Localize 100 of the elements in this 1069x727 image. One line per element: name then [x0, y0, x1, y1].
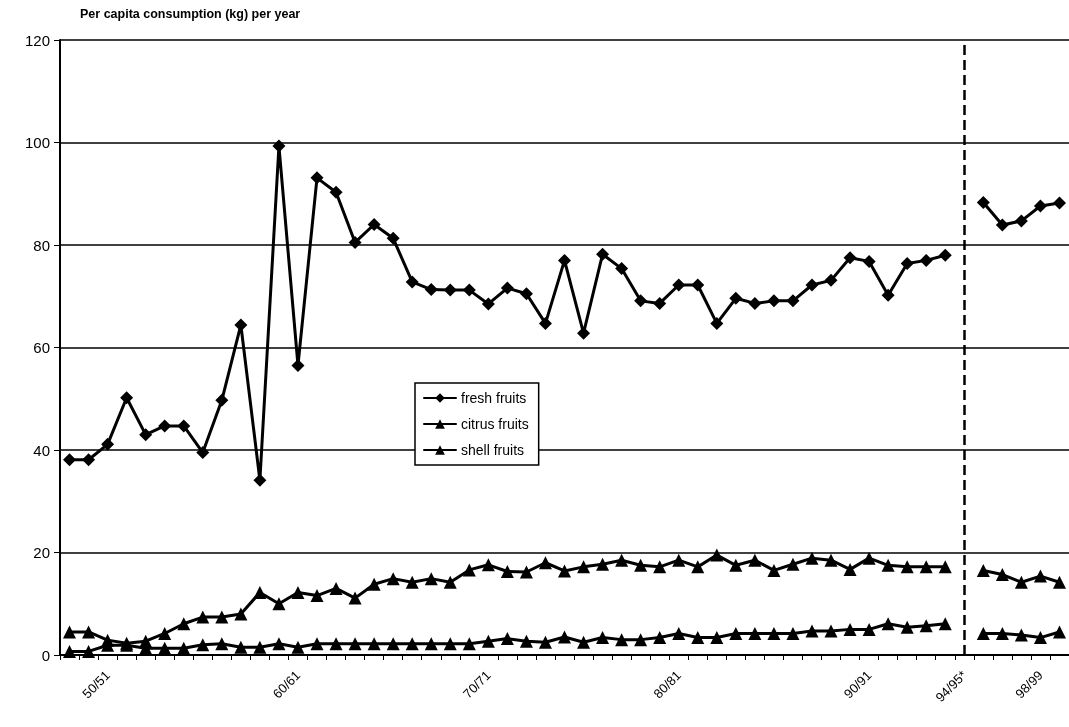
point [862, 622, 876, 636]
point [63, 644, 77, 658]
point [310, 637, 324, 651]
point [348, 637, 362, 651]
point [710, 548, 724, 562]
point [272, 637, 286, 651]
point [1033, 569, 1047, 583]
point [748, 553, 762, 567]
y-tick-label: 100 [24, 134, 50, 151]
point [900, 560, 914, 574]
point [919, 619, 933, 633]
point [995, 218, 1009, 232]
point [672, 553, 686, 567]
point [691, 560, 705, 574]
point [900, 256, 914, 270]
point [215, 610, 229, 624]
point [976, 563, 990, 577]
point [672, 626, 686, 640]
point [1014, 214, 1028, 228]
point [519, 287, 533, 301]
point [462, 563, 476, 577]
point [1033, 199, 1047, 213]
point [234, 318, 248, 332]
point [348, 591, 362, 605]
point [272, 139, 286, 153]
point [786, 626, 800, 640]
point [824, 624, 838, 638]
point [367, 577, 381, 591]
chart-title: Per capita consumption (kg) per year [80, 6, 301, 21]
point [596, 631, 610, 645]
point [843, 562, 857, 576]
point [500, 281, 514, 295]
point [443, 575, 457, 589]
point [881, 617, 895, 631]
point [63, 453, 77, 467]
legend-label: shell fruits [461, 442, 525, 458]
point [462, 283, 476, 297]
point [976, 626, 990, 640]
point [843, 251, 857, 265]
point [1052, 196, 1066, 210]
point [824, 553, 838, 567]
point [82, 644, 96, 658]
point [843, 622, 857, 636]
point [139, 428, 153, 442]
point [348, 235, 362, 249]
point [367, 218, 381, 231]
point [424, 572, 438, 586]
point [538, 316, 552, 330]
point [405, 637, 419, 651]
point [462, 637, 476, 651]
point [919, 560, 933, 574]
point [729, 291, 743, 305]
point [253, 473, 267, 487]
point [196, 610, 210, 624]
point [367, 637, 381, 651]
point [900, 620, 914, 634]
point [710, 631, 724, 645]
point [881, 558, 895, 572]
point [500, 632, 514, 646]
point [691, 631, 705, 645]
point [386, 572, 400, 586]
point [443, 283, 457, 297]
point [596, 247, 610, 261]
point [862, 254, 876, 268]
point [748, 626, 762, 640]
y-tick-label: 80 [33, 236, 50, 254]
point [443, 637, 457, 651]
point [691, 278, 705, 292]
point [310, 589, 324, 603]
point [82, 453, 96, 467]
point [177, 617, 191, 631]
point [805, 551, 819, 565]
point [1052, 575, 1066, 589]
point [710, 316, 724, 330]
point [481, 634, 495, 648]
point [538, 556, 552, 570]
point [729, 558, 743, 572]
point [767, 294, 781, 308]
point [596, 557, 610, 571]
point [558, 630, 571, 644]
point [615, 633, 629, 647]
point [272, 597, 286, 611]
point [634, 558, 648, 572]
point [386, 231, 400, 245]
point [615, 262, 629, 276]
point [158, 419, 172, 433]
point [805, 278, 819, 292]
point [120, 391, 134, 405]
point [938, 248, 952, 262]
point [558, 564, 571, 578]
point [634, 633, 648, 647]
point [329, 637, 343, 651]
point [767, 626, 781, 640]
point [786, 557, 800, 571]
point [1014, 628, 1028, 642]
point [310, 171, 324, 185]
point [1014, 575, 1028, 589]
point [995, 626, 1009, 640]
point [177, 641, 191, 655]
point [824, 273, 838, 287]
